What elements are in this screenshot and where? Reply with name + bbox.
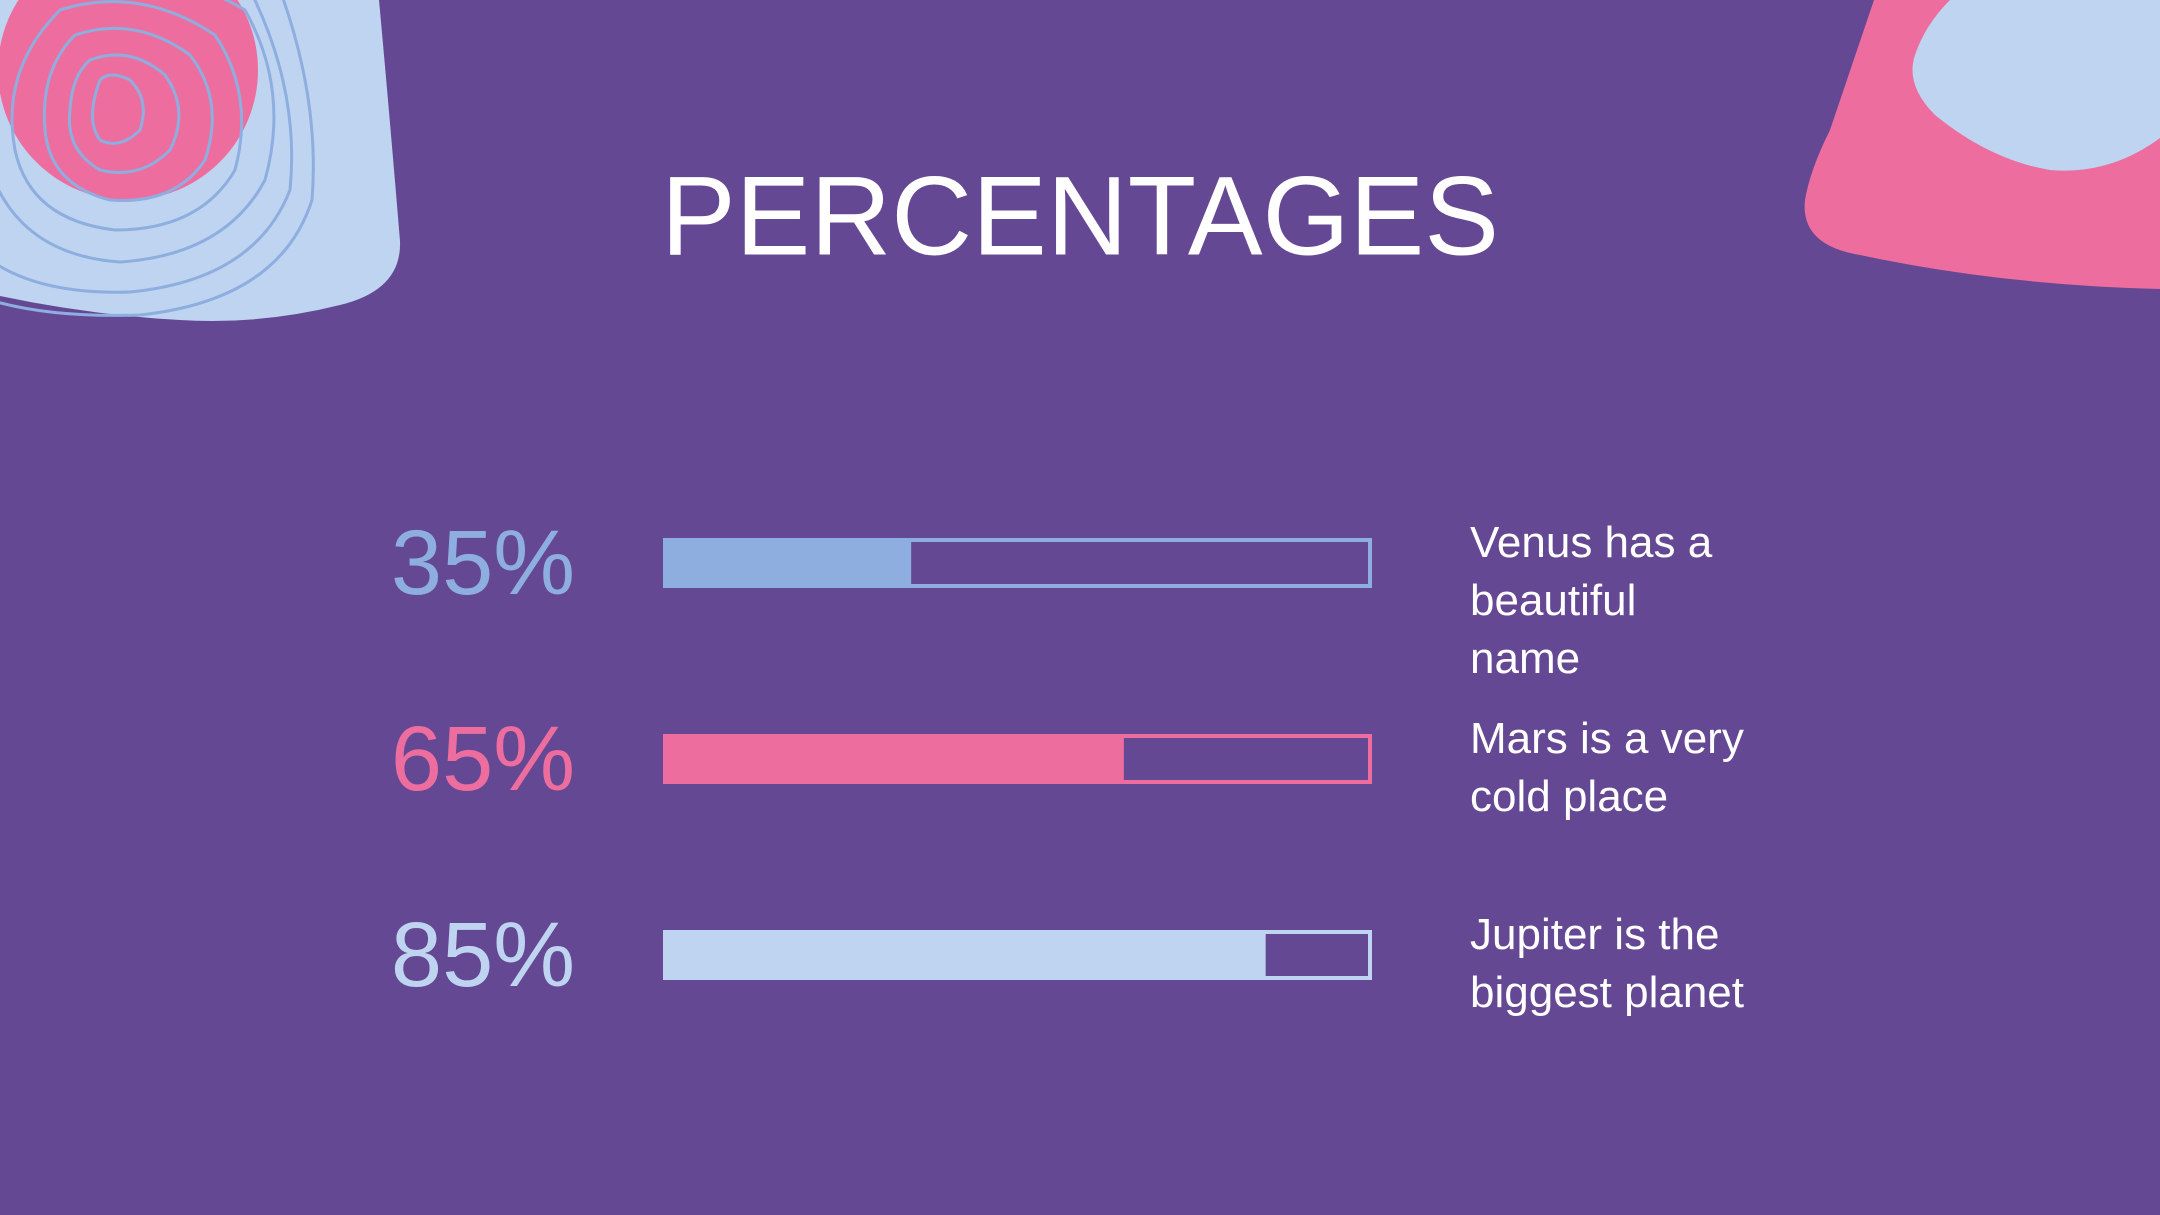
bar-fill (663, 538, 912, 588)
bar-fill (663, 734, 1124, 784)
description: Jupiter is the biggest planet (1470, 910, 1744, 1017)
decoration-top-right (1804, 0, 2160, 289)
description: Mars is a very cold place (1470, 714, 1744, 821)
bar-fill (663, 930, 1266, 980)
bar-track (663, 538, 1372, 588)
description: Venus has a beautiful name (1470, 518, 1713, 683)
decoration-top-left (0, 0, 401, 321)
bar-track (663, 734, 1372, 784)
title: PERCENTAGES (661, 154, 1499, 279)
percent-label: 85% (391, 904, 575, 1006)
percent-label: 35% (391, 512, 575, 614)
percent-label: 65% (391, 708, 575, 810)
bar-track (663, 930, 1372, 980)
